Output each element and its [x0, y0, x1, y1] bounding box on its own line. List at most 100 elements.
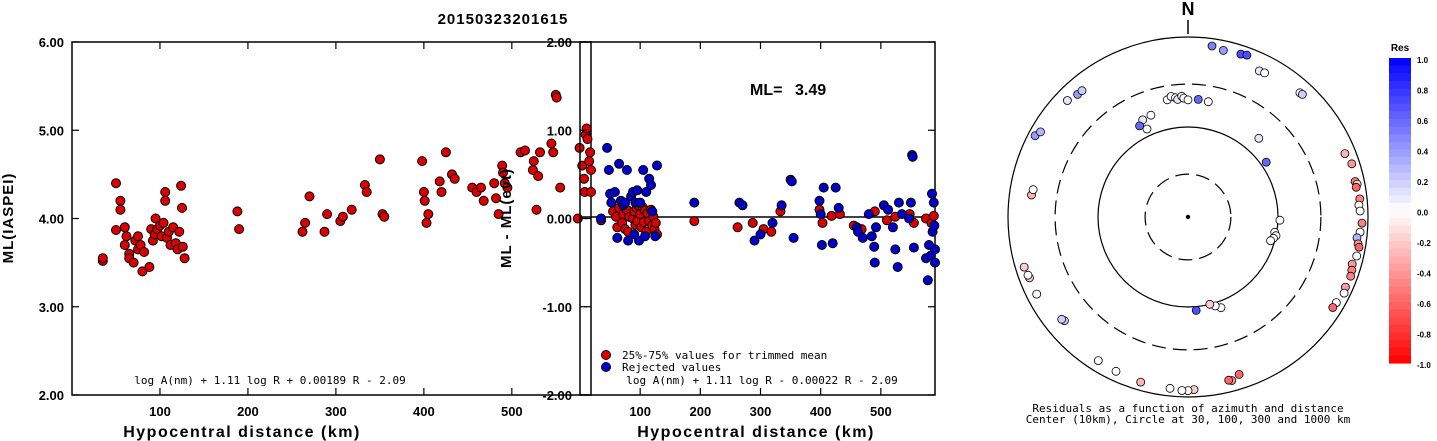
station-residual [1032, 289, 1042, 299]
data-point [596, 213, 607, 224]
data-point [928, 197, 939, 208]
data-point [520, 145, 530, 156]
data-point [827, 238, 838, 249]
data-point [555, 182, 566, 193]
data-point [833, 202, 844, 213]
data-point [535, 147, 545, 158]
data-point [650, 217, 661, 228]
distance-ring [1054, 83, 1322, 351]
legend-marker-rejected [601, 362, 611, 372]
data-point [337, 211, 348, 222]
colorbar-segment [1389, 65, 1411, 74]
x-tick-label: 200 [689, 404, 711, 419]
station-residual [1183, 95, 1193, 105]
data-point [119, 222, 130, 233]
colorbar-segment [1389, 157, 1411, 166]
station-residual [1224, 375, 1234, 385]
station-residual [1142, 124, 1152, 134]
data-point [816, 240, 827, 250]
north-label: N [1182, 0, 1195, 19]
data-point [476, 182, 486, 193]
data-point [234, 224, 245, 235]
data-point [641, 187, 652, 197]
data-point [755, 229, 766, 240]
colorbar-segment [1389, 271, 1411, 280]
station-residual [1357, 218, 1367, 228]
data-point [440, 147, 451, 158]
data-point [97, 253, 108, 264]
x-tick-label: 300 [750, 404, 772, 419]
colorbar-segment [1389, 119, 1411, 128]
data-point [890, 244, 901, 255]
colorbar-tick-label: 0.6 [1417, 117, 1429, 126]
station-residual [1355, 206, 1365, 216]
data-point [582, 134, 593, 145]
colorbar-segment [1389, 164, 1411, 173]
data-point [297, 226, 308, 237]
data-point [546, 138, 557, 149]
colorbar-segment [1389, 202, 1411, 212]
data-point [646, 180, 656, 190]
colorbar-tick-label: 0.8 [1417, 87, 1429, 96]
residual-polar-chart: N Residuals as a function of azimuth and… [1007, 0, 1431, 426]
x-tick-label: 300 [325, 404, 347, 419]
data-point [137, 266, 148, 277]
station-residual [1111, 366, 1121, 376]
colorbar-segment [1389, 241, 1411, 250]
station-residual [1261, 157, 1271, 167]
station-residual [1275, 215, 1285, 225]
x-axis-label: Hypocentral distance (km) [637, 424, 875, 441]
station-residual [1191, 305, 1201, 315]
colorbar-tick-label: -0.6 [1417, 300, 1431, 309]
data-point [133, 231, 143, 242]
data-point [436, 187, 447, 197]
x-axis: 100 200 300 400 500 [149, 42, 523, 419]
colorbar-tick-label: 1.0 [1417, 56, 1429, 65]
data-point [732, 222, 743, 233]
data-point [548, 147, 559, 158]
ml-vs-distance-chart: 2.00 3.00 4.00 5.00 6.00 100 200 300 400 500 log… [0, 35, 596, 441]
y-axis-label: ML(IASPEI) [0, 173, 17, 264]
data-point [826, 210, 837, 221]
y-tick-label: 4.00 [39, 212, 64, 227]
data-point [786, 176, 797, 187]
data-point [818, 182, 829, 193]
data-point [304, 191, 315, 202]
colorbar-segment [1389, 73, 1411, 82]
data-point [620, 197, 631, 208]
data-point [929, 220, 940, 231]
data-point [623, 235, 634, 246]
x-tick-label: 400 [413, 404, 435, 419]
colorbar-segment [1389, 126, 1411, 135]
station-residual [1203, 97, 1213, 107]
x-tick-label: 500 [501, 404, 523, 419]
data-point [361, 187, 372, 197]
y-tick-label: 2.00 [39, 388, 64, 403]
data-point [830, 182, 841, 193]
data-point [603, 165, 614, 175]
data-point [896, 209, 907, 220]
ml-value: 3.49 [795, 82, 826, 99]
caption-line-2: Center (10km), Circle at 30, 100, 300 an… [1026, 413, 1351, 426]
data-point [581, 123, 592, 134]
data-point [614, 158, 625, 169]
data-point [179, 253, 190, 264]
data-point [881, 215, 892, 226]
colorbar-segment [1389, 80, 1411, 90]
data-point [893, 197, 904, 208]
colorbar-segment [1389, 172, 1411, 181]
colorbar-segment [1389, 233, 1411, 242]
data-point [863, 209, 874, 220]
data-point [632, 185, 643, 196]
data-point [650, 231, 661, 242]
y-axis: -2.00 -1.00 0.00 1.00 2.00 [542, 35, 935, 403]
legend-marker-trimmed [601, 350, 611, 360]
distance-ring [1007, 36, 1369, 398]
colorbar-segment [1389, 134, 1411, 143]
colorbar-segment [1389, 218, 1411, 227]
data-point [417, 156, 428, 167]
data-point [930, 244, 940, 255]
colorbar-segment [1389, 332, 1411, 341]
colorbar-segment [1389, 309, 1411, 318]
